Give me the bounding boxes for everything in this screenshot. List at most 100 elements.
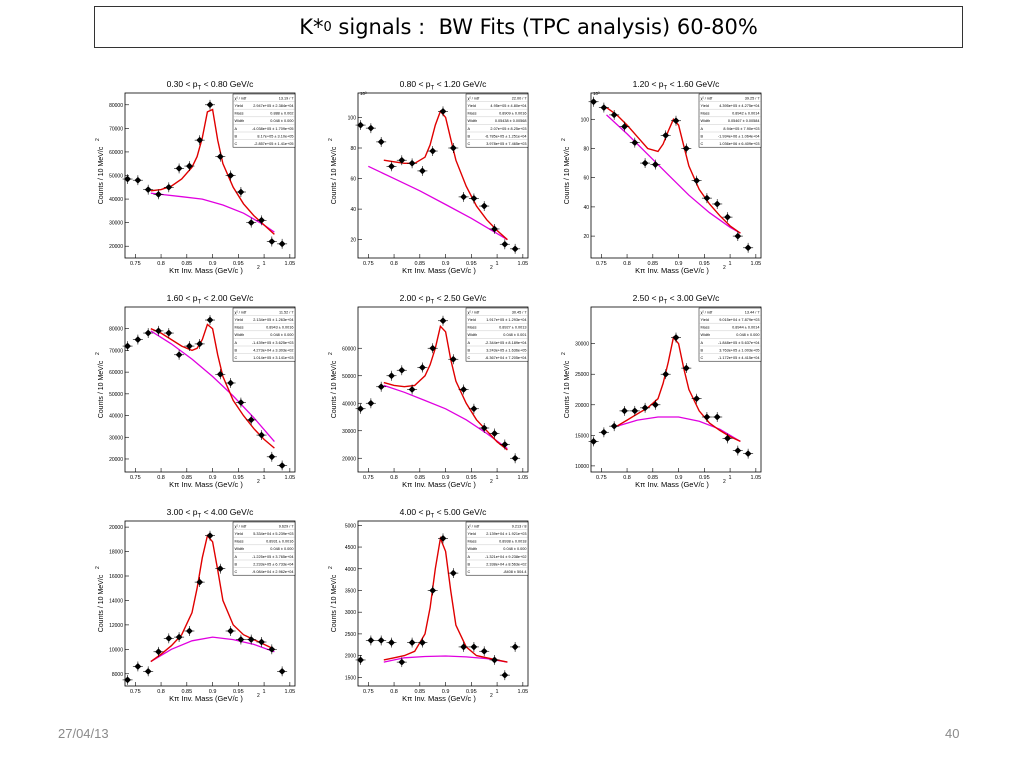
y-tick-label: 60 <box>350 177 356 183</box>
x-tick-label: 0.85 <box>181 261 192 267</box>
stats-name: Mass <box>235 326 244 330</box>
data-point <box>671 115 681 126</box>
marker <box>449 355 457 363</box>
data-point <box>225 378 236 388</box>
stats-name: B <box>468 348 471 352</box>
x-axis-label: Kπ Inv. Mass (GeV/c ) <box>635 266 709 275</box>
background-fit-curve <box>150 636 275 663</box>
stats-value: 0.8931 ± 0.0016 <box>266 540 293 544</box>
data-point <box>427 146 438 157</box>
stats-frame <box>232 307 296 362</box>
x-tick-label: 0.8 <box>157 475 165 481</box>
y-tick-label: 50000 <box>109 392 123 398</box>
y-tick-label: 100 <box>348 115 357 121</box>
stats-name: Width <box>701 333 711 337</box>
stats-value: 1.917e+05 ± 1.293e+04 <box>486 318 526 322</box>
marker <box>185 627 193 635</box>
x-tick-label: 0.95 <box>699 261 710 267</box>
marker <box>610 422 618 430</box>
stats-value: 4.273e+04 ± 3.303e+02 <box>253 348 293 352</box>
y-axis-label-sup: 2 <box>95 138 101 141</box>
marker <box>693 177 701 185</box>
background-fit-curve <box>368 165 508 241</box>
stats-name: χ² / ndf <box>468 310 481 314</box>
y-tick-label: 20000 <box>342 456 356 462</box>
marker <box>155 190 162 198</box>
y-tick-label: 3000 <box>345 610 356 616</box>
data-point <box>479 201 490 212</box>
stats-frame <box>465 93 529 148</box>
data-point <box>122 174 133 184</box>
data-point <box>194 338 205 349</box>
marker <box>124 342 131 350</box>
stats-value: 0.048 ± 0.000 <box>503 547 526 551</box>
data-point <box>510 243 521 254</box>
stats-value: 4.395e+05 ± 4.275e+04 <box>719 104 759 108</box>
stats-name: Yield <box>235 104 243 108</box>
data-point <box>448 568 459 579</box>
title-subscript: T <box>431 300 435 306</box>
y-axis-label-sup: 2 <box>328 566 334 569</box>
y-tick-label: 8000 <box>112 672 123 678</box>
marker <box>703 194 711 202</box>
x-tick-label: 0.8 <box>157 261 165 267</box>
stats-value: 2.134e+05 ± 1.263e+04 <box>253 318 293 322</box>
stats-value: -1.321e+04 ± 9.238e+02 <box>485 555 527 559</box>
data-point <box>691 393 702 404</box>
plot-panel-3: 1.20 < pT < 1.60 GeV/c 0.75 0.8 0.85 0.9 0.95… <box>561 76 773 284</box>
data-point <box>722 433 733 444</box>
chart-svg: 3.00 < pT < 4.00 GeV/c 0.75 0.8 0.85 0.9 0.95… <box>95 507 296 703</box>
stats-name: Width <box>701 119 711 123</box>
y-axis-label-sup: 2 <box>561 352 567 355</box>
marker <box>621 407 628 415</box>
stats-value: 9.213 / 8 <box>512 524 527 528</box>
marker <box>165 183 173 191</box>
marker <box>367 399 375 407</box>
marker <box>460 643 468 651</box>
stats-name: Width <box>468 119 478 123</box>
marker <box>480 647 488 655</box>
x-tick-label: 0.85 <box>414 261 425 267</box>
marker <box>429 587 437 594</box>
marker <box>408 639 416 646</box>
y-tick-label: 10000 <box>575 464 589 470</box>
stats-name: B <box>235 562 238 566</box>
data-point <box>598 427 609 438</box>
stats-value: -1.439e+05 ± 3.625e+03 <box>252 341 294 345</box>
plot-frame <box>590 92 762 259</box>
x-tick-label: 1.05 <box>517 475 528 481</box>
stats-name: χ² / ndf <box>235 524 248 528</box>
y-tick-label: 80000 <box>109 327 123 333</box>
marker <box>206 532 214 540</box>
data-point <box>417 637 428 648</box>
y-axis-label: Counts / 10 MeV/c <box>564 146 571 204</box>
y-tick-label: 14000 <box>109 598 123 604</box>
x-tick-label: 0.9 <box>675 261 683 267</box>
slide-title: K* 0 signals : BW Fits (TPC analysis) 60-… <box>94 6 963 48</box>
stats-value: 4.95e+05 ± 4.80e+04 <box>490 104 526 108</box>
data-point <box>619 405 630 416</box>
title-rest: < 3.00 GeV/c <box>667 293 720 303</box>
stats-box: χ² / ndf 11.52 / 7 Yield 2.134e+05 ± 1.263e… <box>232 307 296 362</box>
y-tick-label: 5000 <box>345 523 356 529</box>
x-axis-label: Kπ Inv. Mass (GeV/c ) <box>169 480 243 489</box>
x-tick-label: 0.85 <box>647 261 658 267</box>
stats-name: C <box>468 356 471 360</box>
stats-value: -1.934e+06 ± 1.064e+04 <box>718 134 760 138</box>
data-point <box>205 99 215 110</box>
stats-value: -1.848e+05 ± 5.637e+04 <box>718 341 760 345</box>
data-point <box>174 632 185 643</box>
data-point <box>458 384 469 395</box>
data-point <box>468 193 479 204</box>
stats-name: Mass <box>468 326 477 330</box>
data-point <box>640 158 651 169</box>
marker <box>367 124 375 132</box>
background-fit-curve <box>383 384 508 450</box>
x-tick-label: 0.75 <box>130 689 141 695</box>
y-tick-label: 40000 <box>342 401 356 407</box>
title-subscript: T <box>198 300 202 306</box>
marker <box>258 431 265 439</box>
plot-frame <box>124 306 296 473</box>
stats-value: 39.25 / 7 <box>745 96 760 100</box>
y-tick-label: 30000 <box>109 221 123 227</box>
